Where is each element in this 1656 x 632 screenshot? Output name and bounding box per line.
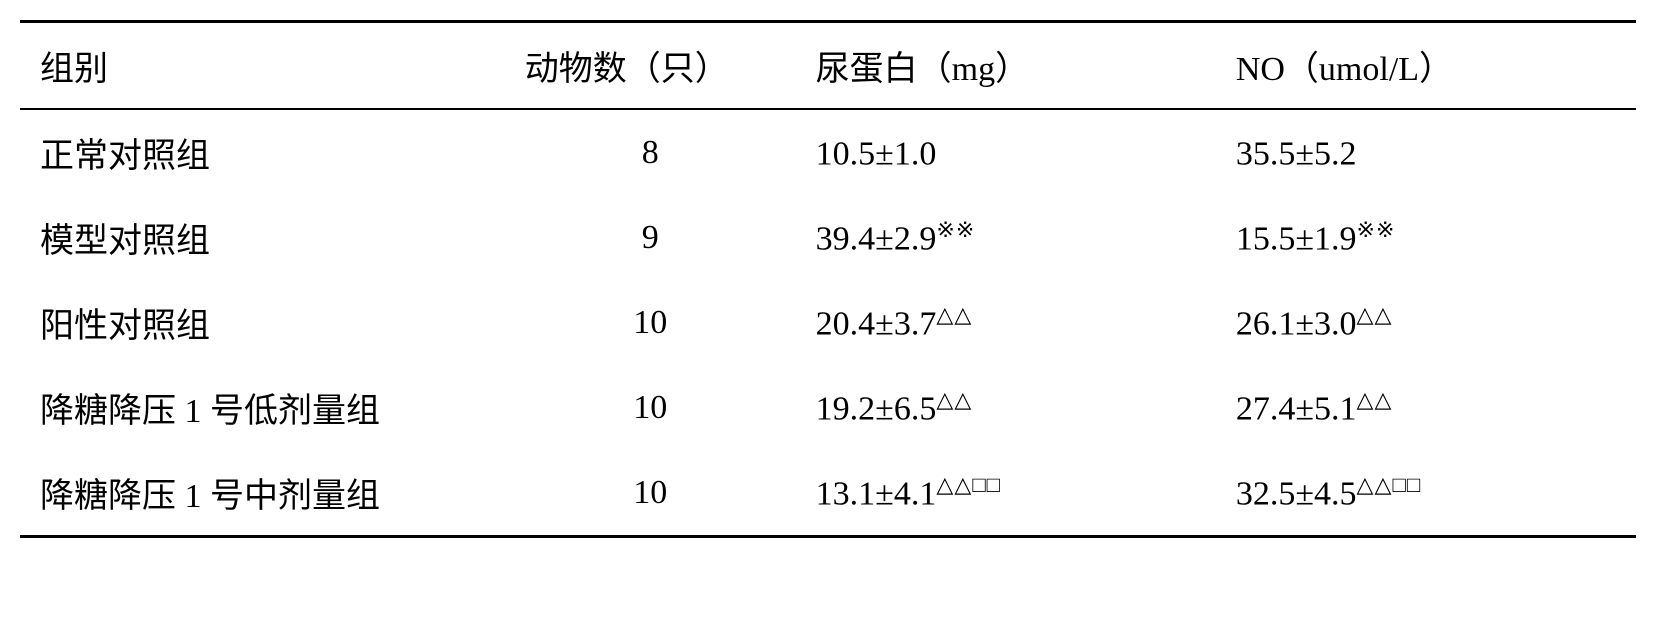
cell-protein: 13.1±4.1△△□□ xyxy=(796,450,1216,537)
cell-group: 正常对照组 xyxy=(20,109,505,195)
protein-value: 20.4±3.7 xyxy=(816,305,937,342)
protein-value: 13.1±4.1 xyxy=(816,475,937,512)
cell-no: 26.1±3.0△△ xyxy=(1216,280,1636,365)
cell-protein: 20.4±3.7△△ xyxy=(796,280,1216,365)
data-table-container: 组别 动物数（只） 尿蛋白（mg） NO（umol/L） 正常对照组 8 10.… xyxy=(20,20,1636,538)
header-count: 动物数（只） xyxy=(505,22,796,110)
cell-no: 27.4±5.1△△ xyxy=(1216,365,1636,450)
no-value: 26.1±3.0 xyxy=(1236,305,1357,342)
protein-value: 39.4±2.9 xyxy=(816,220,937,257)
protein-superscript: △△ xyxy=(936,387,972,412)
table-row: 降糖降压 1 号低剂量组 10 19.2±6.5△△ 27.4±5.1△△ xyxy=(20,365,1636,450)
data-table: 组别 动物数（只） 尿蛋白（mg） NO（umol/L） 正常对照组 8 10.… xyxy=(20,20,1636,538)
cell-group: 降糖降压 1 号低剂量组 xyxy=(20,365,505,450)
cell-group: 阳性对照组 xyxy=(20,280,505,365)
no-value: 35.5±5.2 xyxy=(1236,135,1357,172)
protein-superscript: △△ xyxy=(936,302,972,327)
table-row: 正常对照组 8 10.5±1.0 35.5±5.2 xyxy=(20,109,1636,195)
header-no-text: NO（umol/L） xyxy=(1236,51,1453,88)
cell-count: 9 xyxy=(505,195,796,280)
cell-protein: 19.2±6.5△△ xyxy=(796,365,1216,450)
protein-value: 19.2±6.5 xyxy=(816,390,937,427)
table-row: 阳性对照组 10 20.4±3.7△△ 26.1±3.0△△ xyxy=(20,280,1636,365)
header-group: 组别 xyxy=(20,22,505,110)
cell-protein: 10.5±1.0 xyxy=(796,109,1216,195)
no-value: 27.4±5.1 xyxy=(1236,390,1357,427)
protein-value: 10.5±1.0 xyxy=(816,135,937,172)
no-superscript: △△□□ xyxy=(1357,472,1422,497)
no-superscript: △△ xyxy=(1357,387,1393,412)
cell-no: 32.5±4.5△△□□ xyxy=(1216,450,1636,537)
header-row: 组别 动物数（只） 尿蛋白（mg） NO（umol/L） xyxy=(20,22,1636,110)
cell-count: 10 xyxy=(505,450,796,537)
protein-superscript: △△□□ xyxy=(936,472,1001,497)
no-value: 32.5±4.5 xyxy=(1236,475,1357,512)
cell-no: 35.5±5.2 xyxy=(1216,109,1636,195)
table-row: 模型对照组 9 39.4±2.9※※ 15.5±1.9※※ xyxy=(20,195,1636,280)
cell-count: 10 xyxy=(505,280,796,365)
table-row: 降糖降压 1 号中剂量组 10 13.1±4.1△△□□ 32.5±4.5△△□… xyxy=(20,450,1636,537)
cell-no: 15.5±1.9※※ xyxy=(1216,195,1636,280)
cell-protein: 39.4±2.9※※ xyxy=(796,195,1216,280)
header-protein: 尿蛋白（mg） xyxy=(796,22,1216,110)
no-value: 15.5±1.9 xyxy=(1236,220,1357,257)
cell-count: 10 xyxy=(505,365,796,450)
no-superscript: △△ xyxy=(1357,302,1393,327)
header-protein-text: 尿蛋白（mg） xyxy=(816,51,1029,88)
table-header: 组别 动物数（只） 尿蛋白（mg） NO（umol/L） xyxy=(20,22,1636,110)
table-body: 正常对照组 8 10.5±1.0 35.5±5.2 模型对照组 9 39.4±2… xyxy=(20,109,1636,537)
protein-superscript: ※※ xyxy=(936,217,975,242)
no-superscript: ※※ xyxy=(1357,217,1396,242)
cell-count: 8 xyxy=(505,109,796,195)
cell-group: 降糖降压 1 号中剂量组 xyxy=(20,450,505,537)
cell-group: 模型对照组 xyxy=(20,195,505,280)
header-no: NO（umol/L） xyxy=(1216,22,1636,110)
